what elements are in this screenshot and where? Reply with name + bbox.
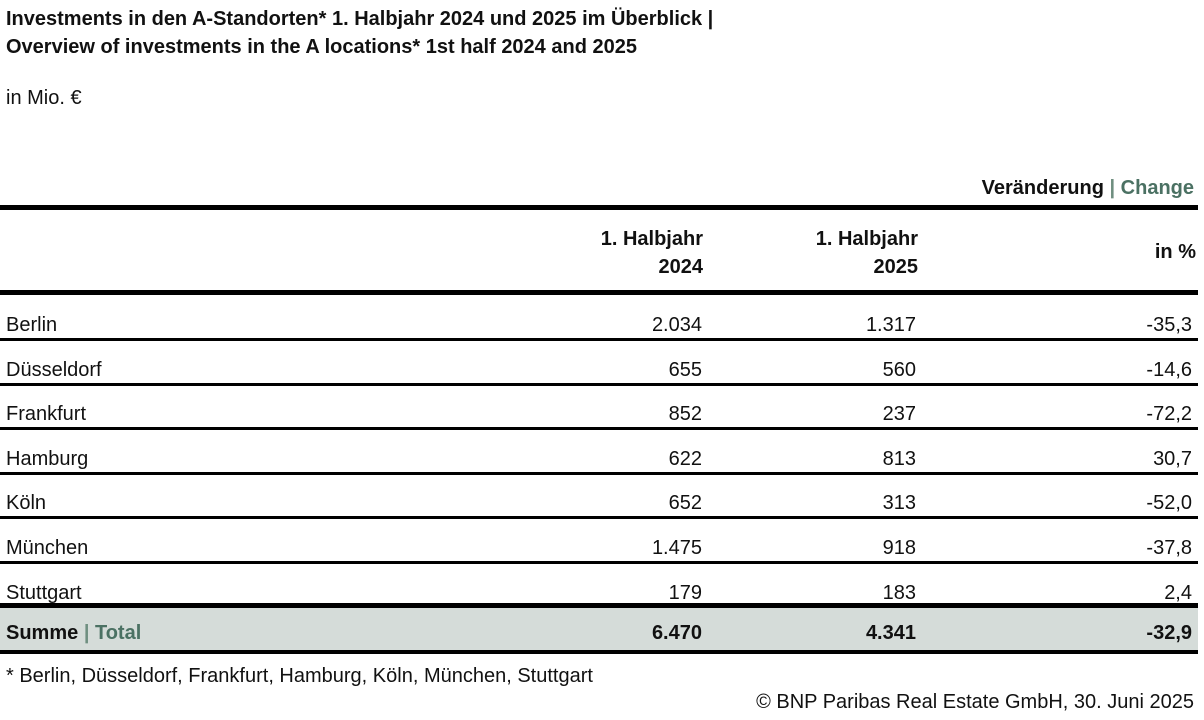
change-header-separator: |	[1109, 177, 1116, 199]
total-label-de: Summe	[6, 622, 79, 644]
total-label-en: Total	[94, 622, 142, 644]
change-value: -52,0	[1146, 492, 1192, 515]
value-2024: 852	[668, 403, 702, 426]
column-header-2025: 1. Halbjahr 2025	[816, 225, 918, 281]
table-row: Düsseldorf 655 560 -14,6	[0, 344, 1198, 386]
table-row: Köln 652 313 -52,0	[0, 477, 1198, 520]
change-value: -14,6	[1146, 358, 1192, 381]
change-header: Veränderung | Change	[982, 175, 1194, 201]
column-header-2024: 1. Halbjahr 2024	[601, 225, 703, 281]
value-2024: 179	[668, 581, 702, 604]
row-divider	[0, 561, 1198, 564]
change-value: -72,2	[1146, 403, 1192, 426]
title-line-en: Overview of investments in the A locatio…	[6, 36, 637, 58]
value-2024: 622	[668, 447, 702, 470]
value-2025: 813	[882, 447, 916, 470]
value-2025: 313	[882, 492, 916, 515]
location-name: München	[6, 537, 89, 559]
row-divider	[0, 427, 1198, 431]
value-2024: 652	[668, 492, 702, 515]
change-header-de: Veränderung	[981, 177, 1104, 199]
row-divider	[0, 471, 1198, 475]
location-name: Düsseldorf	[6, 358, 102, 381]
change-value: 30,7	[1153, 447, 1192, 470]
value-2024: 2.034	[651, 314, 702, 336]
page-title: Investments in den A-Standorten* 1. Halb…	[6, 5, 713, 61]
total-2025-value: 4.341	[865, 622, 916, 644]
total-label-separator: |	[83, 622, 90, 644]
value-2025: 1.317	[865, 314, 916, 336]
column-header-2024-line1: 1. Halbjahr	[600, 228, 703, 250]
row-divider	[0, 516, 1198, 520]
value-2025: 183	[882, 581, 916, 604]
value-2025: 560	[882, 358, 916, 381]
column-header-2025-line1: 1. Halbjahr	[815, 228, 918, 250]
value-2024: 1.475	[651, 537, 702, 559]
table-row: Frankfurt 852 237 -72,2	[0, 388, 1198, 431]
unit-label: in Mio. €	[6, 87, 82, 109]
total-row: Summe | Total 6.470 4.341 -32,9	[0, 608, 1198, 650]
change-value: 2,4	[1164, 581, 1192, 604]
value-2025: 918	[882, 537, 916, 559]
change-header-en: Change	[1120, 177, 1194, 199]
header-bottom-rule	[0, 290, 1198, 295]
total-top-rule	[0, 603, 1198, 608]
table-row: München 1.475 918 -37,8	[0, 522, 1198, 564]
change-value: -37,8	[1146, 537, 1192, 559]
title-line-de: Investments in den A-Standorten* 1. Halb…	[6, 8, 714, 30]
column-header-change: in %	[1154, 241, 1196, 263]
table-top-rule	[0, 205, 1198, 210]
value-2025: 237	[882, 403, 916, 426]
table-row: Hamburg 622 813 30,7	[0, 433, 1198, 475]
table-row: Berlin 2.034 1.317 -35,3	[0, 299, 1198, 341]
location-name: Berlin	[6, 314, 58, 336]
table-bottom-rule	[0, 650, 1198, 654]
total-2024-value: 6.470	[651, 622, 702, 644]
change-value: -35,3	[1146, 314, 1192, 336]
location-name: Stuttgart	[6, 581, 82, 604]
column-header-2025-line2: 2025	[873, 256, 919, 278]
value-2024: 655	[668, 358, 702, 381]
table-row: Stuttgart 179 183 2,4	[0, 567, 1198, 609]
footnote: * Berlin, Düsseldorf, Frankfurt, Hamburg…	[6, 665, 593, 687]
location-name: Hamburg	[6, 447, 89, 470]
total-change-value: -32,9	[1146, 622, 1192, 644]
copyright: © BNP Paribas Real Estate GmbH, 30. Juni…	[756, 691, 1194, 713]
column-header-2024-line2: 2024	[658, 256, 704, 278]
row-divider	[0, 382, 1198, 386]
total-label: Summe | Total	[6, 620, 141, 646]
row-divider	[0, 338, 1198, 341]
location-name: Frankfurt	[6, 403, 87, 426]
location-name: Köln	[6, 492, 47, 515]
